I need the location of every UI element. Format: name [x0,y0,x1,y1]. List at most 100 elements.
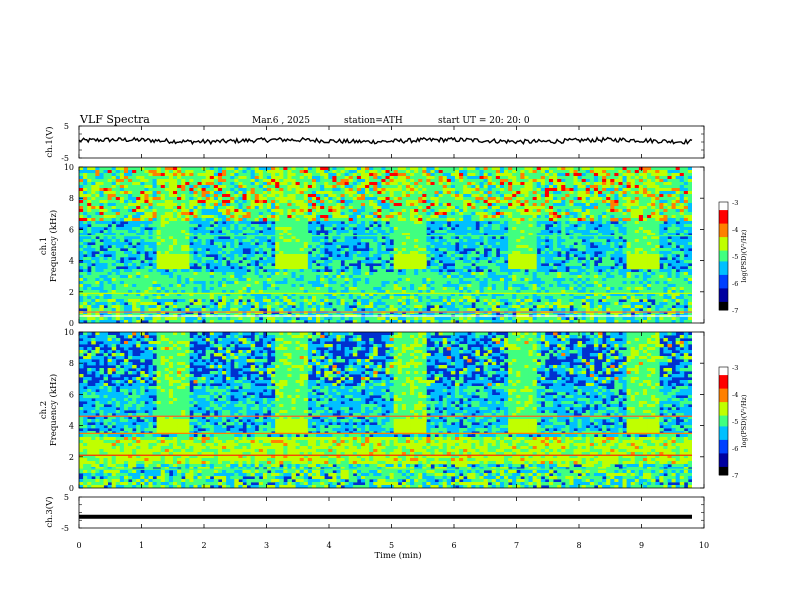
spectrogram-cell [300,200,304,203]
spectrogram-cell [573,191,577,194]
spectrogram-cell [561,182,565,185]
spectrogram-cell [193,245,197,248]
spectrogram-cell [618,251,622,254]
spectrogram-cell [484,221,488,224]
spectrogram-cell [459,212,463,215]
spectrogram-cell [569,230,573,233]
spectrogram-cell [402,197,406,200]
spectrogram-cell [688,167,692,170]
spectrogram-cell [287,239,291,242]
spectrogram-cell [381,248,385,251]
spectrogram-cell [189,257,193,260]
spectrogram-cell [614,215,618,218]
spectrogram-cell [324,263,328,266]
spectrogram-cell [512,236,516,239]
spectrogram-cell [206,173,210,176]
spectrogram-cell [553,209,557,212]
spectrogram-cell [635,239,639,242]
spectrogram-cell [226,266,230,269]
spectrogram-cell [627,188,631,191]
spectrogram-cell [520,263,524,266]
spectrogram-cell [287,251,291,254]
spectrogram-cell [418,254,422,257]
spectrogram-cell [414,221,418,224]
spectrogram-cell [169,176,173,179]
spectrogram-cell [336,269,340,272]
spectrogram-cell [688,182,692,185]
spectrogram-cell [218,179,222,182]
spectrogram-cell [447,248,451,251]
spectrogram-cell [524,227,528,230]
spectrogram-cell [545,167,549,170]
spectrogram-cell [569,173,573,176]
spectrogram-cell [508,239,512,242]
spectrogram-cell [345,209,349,212]
spectrogram-cell [586,269,590,272]
spectrogram-cell [185,248,189,251]
spectrogram-cell [386,185,390,188]
spectrogram-cell [161,230,165,233]
spectrogram-cell [144,212,148,215]
spectrogram-cell [177,212,181,215]
spectrogram-cell [279,203,283,206]
spectrogram-cell [169,167,173,170]
spectrogram-cell [108,173,112,176]
spectrogram-cell [251,257,255,260]
spectrogram-cell [279,197,283,200]
spectrogram-cell [537,269,541,272]
spectrogram-cell [292,248,296,251]
spectrogram-cell [255,167,259,170]
spectrogram-cell [177,191,181,194]
spectrogram-cell [643,170,647,173]
spectrogram-cell [218,203,222,206]
spectrogram-cell [226,239,230,242]
ch1-waveform-panel: 5-5 [61,122,704,163]
spectrogram-cell [398,254,402,257]
spectrogram-cell [279,206,283,209]
spectrogram-cell [300,227,304,230]
spectrogram-cell [218,182,222,185]
spectrogram-cell [279,269,283,272]
spectrogram-cell [214,224,218,227]
spectrogram-cell [336,263,340,266]
spectrogram-cell [398,206,402,209]
spectrogram-cell [292,266,296,269]
spectrogram-cell [157,209,161,212]
spectrogram-cell [467,203,471,206]
spectrogram-cell [430,182,434,185]
spectrogram-cell [271,206,275,209]
spectrogram-cell [467,173,471,176]
spectrogram-cell [676,209,680,212]
spectrogram-cell [292,227,296,230]
spectrogram-cell [402,251,406,254]
spectrogram-cell [177,221,181,224]
spectrogram-cell [618,173,622,176]
spectrogram-cell [553,173,557,176]
spectrogram-cell [627,254,631,257]
spectrogram-cell [533,224,537,227]
spectrogram-cell [99,236,103,239]
spectrogram-cell [349,227,353,230]
spectrogram-cell [365,239,369,242]
spectrogram-cell [222,224,226,227]
spectrogram-cell [136,215,140,218]
spectrogram-cell [680,263,684,266]
spectrogram-cell [202,248,206,251]
spectrogram-cell [447,251,451,254]
spectrogram-cell [479,248,483,251]
spectrogram-cell [283,188,287,191]
spectrogram-cell [557,173,561,176]
spectrogram-cell [173,248,177,251]
spectrogram-cell [345,191,349,194]
spectrogram-cell [308,218,312,221]
spectrogram-cell [479,254,483,257]
spectrogram-cell [189,224,193,227]
spectrogram-cell [467,224,471,227]
spectrogram-cell [618,224,622,227]
spectrogram-cell [128,185,132,188]
spectrogram-cell [95,227,99,230]
spectrogram-cell [631,257,635,260]
spectrogram-cell [451,179,455,182]
spectrogram-cell [578,221,582,224]
spectrogram-cell [406,230,410,233]
